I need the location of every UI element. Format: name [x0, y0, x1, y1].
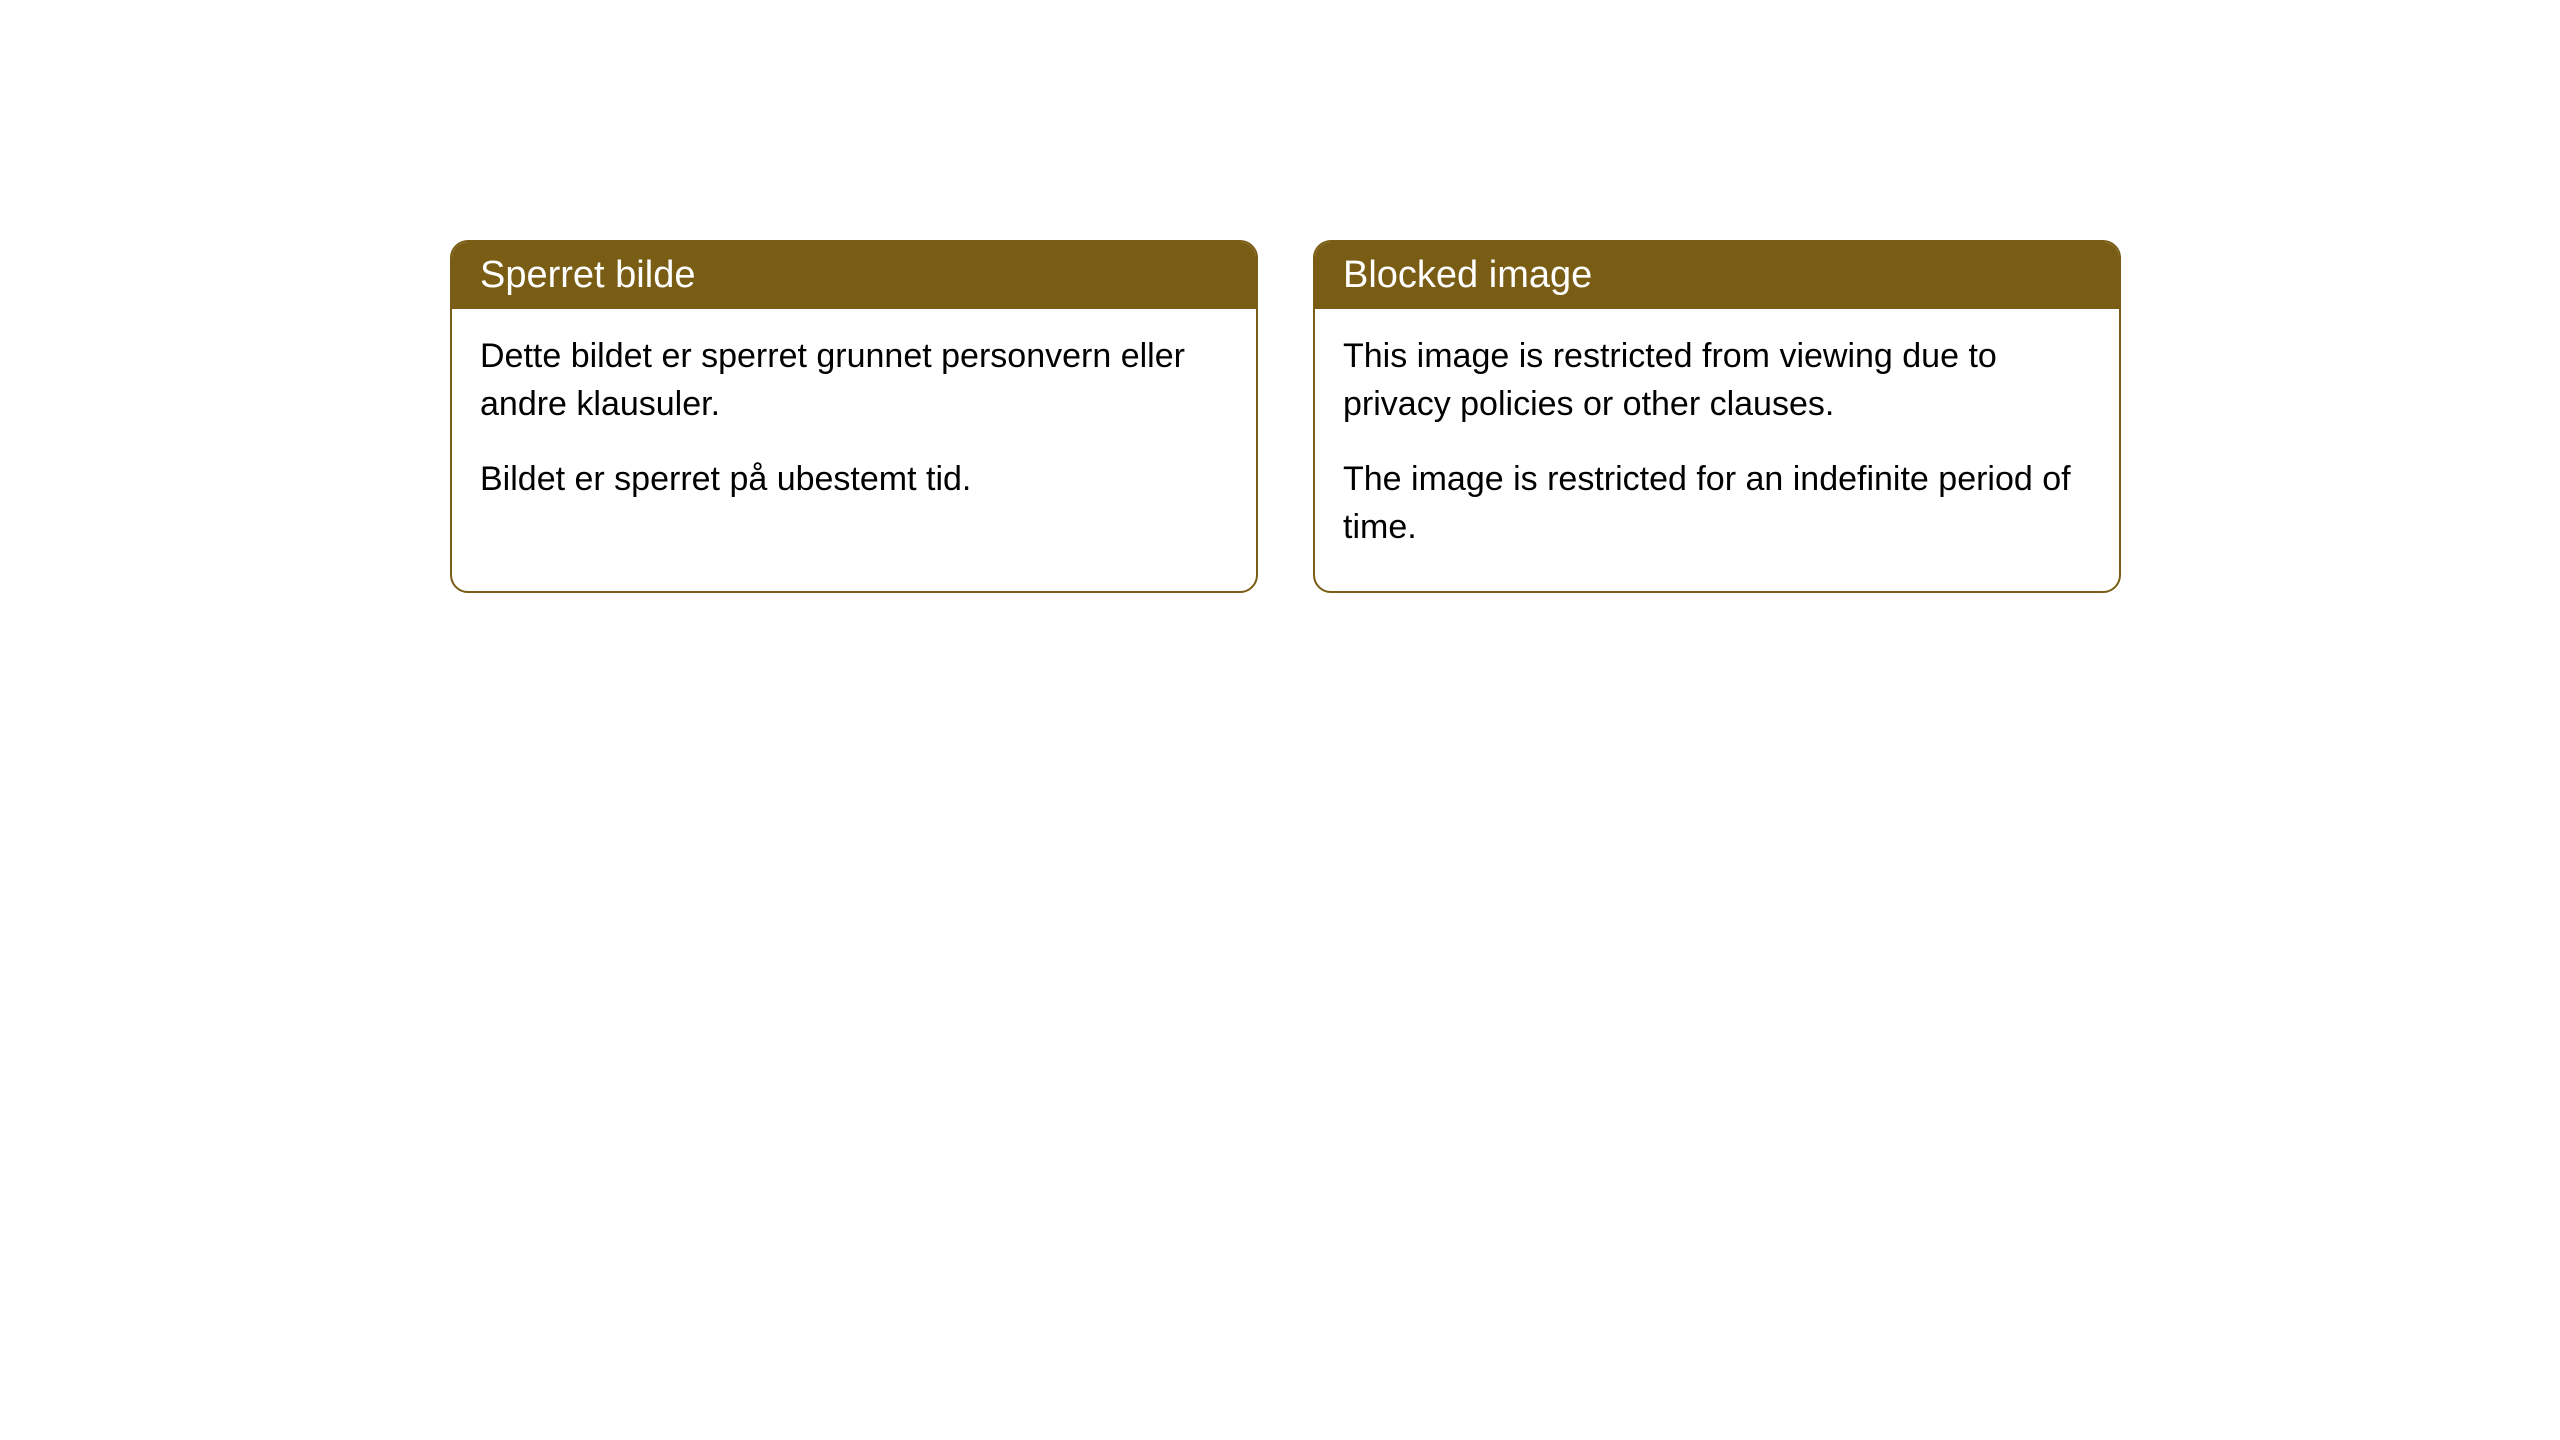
notice-header-english: Blocked image: [1315, 242, 2119, 309]
notice-title-norwegian: Sperret bilde: [480, 254, 695, 296]
notice-card-norwegian: Sperret bilde Dette bildet er sperret gr…: [450, 240, 1258, 593]
notice-text-english-1: This image is restricted from viewing du…: [1343, 333, 2091, 428]
notice-body-norwegian: Dette bildet er sperret grunnet personve…: [452, 309, 1256, 544]
notice-text-norwegian-2: Bildet er sperret på ubestemt tid.: [480, 456, 1228, 504]
notice-title-english: Blocked image: [1343, 254, 1592, 296]
notice-card-english: Blocked image This image is restricted f…: [1313, 240, 2121, 593]
notice-text-norwegian-1: Dette bildet er sperret grunnet personve…: [480, 333, 1228, 428]
notice-header-norwegian: Sperret bilde: [452, 242, 1256, 309]
notice-body-english: This image is restricted from viewing du…: [1315, 309, 2119, 591]
notice-text-english-2: The image is restricted for an indefinit…: [1343, 456, 2091, 551]
notice-container: Sperret bilde Dette bildet er sperret gr…: [0, 0, 2560, 593]
